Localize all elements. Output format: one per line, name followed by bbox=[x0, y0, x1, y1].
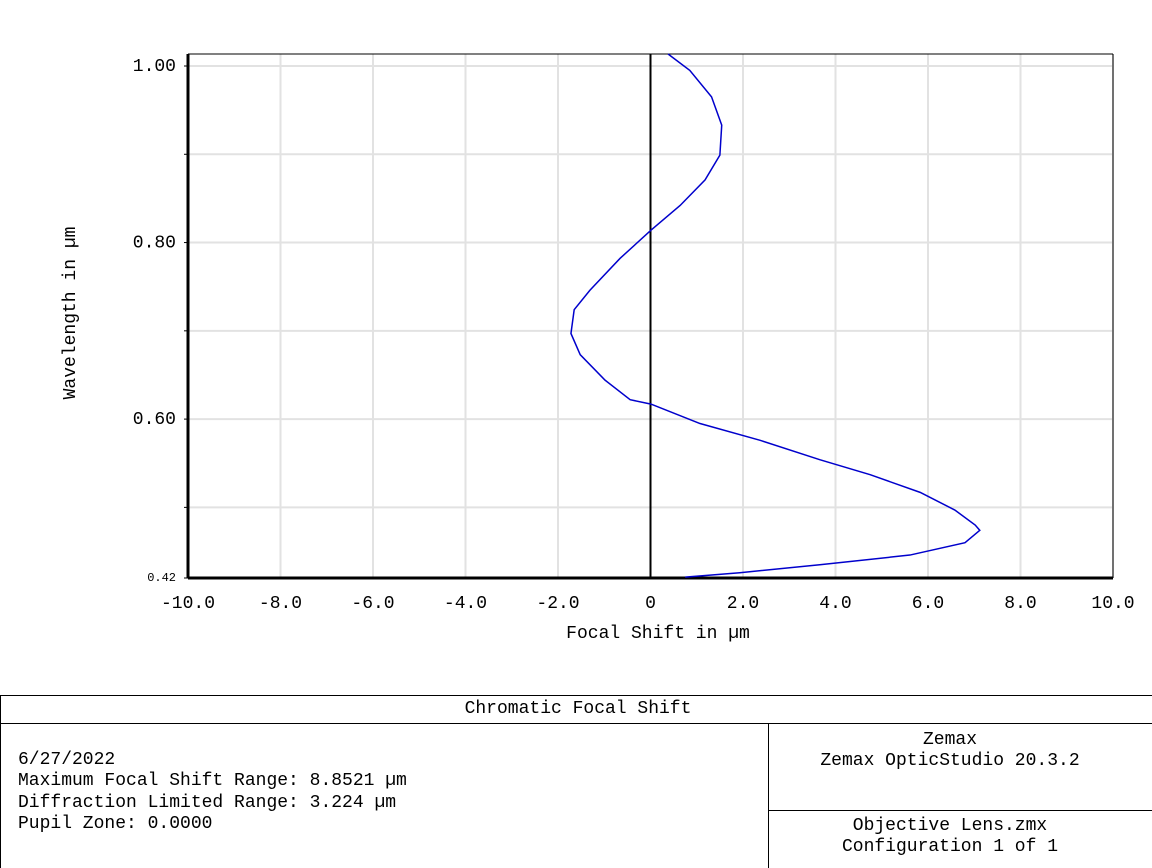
info-line: Objective Lens.zmx bbox=[853, 816, 1047, 836]
y-tick-label: 0.60 bbox=[133, 410, 176, 430]
x-tick-label: -4.0 bbox=[444, 594, 487, 614]
info-box bbox=[0, 695, 1152, 868]
chart-title: Chromatic Focal Shift bbox=[465, 699, 692, 719]
x-tick-label: -8.0 bbox=[259, 594, 302, 614]
x-tick-label: -6.0 bbox=[351, 594, 394, 614]
x-tick-label: 6.0 bbox=[912, 594, 944, 614]
y-tick-label: 0.42 bbox=[147, 571, 176, 585]
x-tick-label: -2.0 bbox=[536, 594, 579, 614]
info-line: 6/27/2022 bbox=[18, 750, 115, 770]
y-axis-label: Wavelength in µm bbox=[61, 227, 81, 400]
x-tick-label: 8.0 bbox=[1004, 594, 1036, 614]
y-tick-label: 0.80 bbox=[133, 233, 176, 253]
info-line: Diffraction Limited Range: 3.224 µm bbox=[18, 793, 396, 813]
info-line: Zemax bbox=[923, 730, 977, 750]
x-axis-label: Focal Shift in µm bbox=[566, 624, 750, 644]
info-line: Pupil Zone: 0.0000 bbox=[18, 814, 212, 834]
y-tick-label: 1.00 bbox=[133, 57, 176, 77]
x-tick-label: 2.0 bbox=[727, 594, 759, 614]
curve bbox=[570, 53, 981, 578]
x-tick-label: 0 bbox=[645, 594, 656, 614]
x-tick-label: 4.0 bbox=[819, 594, 851, 614]
x-tick-label: 10.0 bbox=[1091, 594, 1134, 614]
info-line: Zemax OpticStudio 20.3.2 bbox=[820, 751, 1079, 771]
x-tick-label: -10.0 bbox=[161, 594, 215, 614]
info-line: Configuration 1 of 1 bbox=[842, 837, 1058, 857]
info-line: Maximum Focal Shift Range: 8.8521 µm bbox=[18, 771, 407, 791]
